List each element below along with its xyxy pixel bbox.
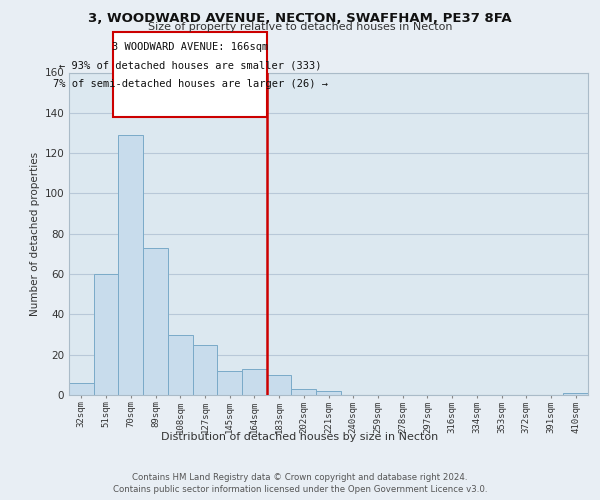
- Bar: [193, 344, 217, 395]
- Y-axis label: Number of detached properties: Number of detached properties: [30, 152, 40, 316]
- Bar: [94, 274, 118, 395]
- Bar: [217, 371, 242, 395]
- Bar: [168, 334, 193, 395]
- Text: Contains HM Land Registry data © Crown copyright and database right 2024.
Contai: Contains HM Land Registry data © Crown c…: [113, 472, 487, 494]
- FancyBboxPatch shape: [113, 32, 267, 117]
- Text: 3 WOODWARD AVENUE: 166sqm: 3 WOODWARD AVENUE: 166sqm: [112, 42, 268, 52]
- Bar: [242, 369, 267, 395]
- Bar: [143, 248, 168, 395]
- Bar: [563, 393, 588, 395]
- Bar: [69, 383, 94, 395]
- Bar: [316, 391, 341, 395]
- Bar: [267, 375, 292, 395]
- Text: 7% of semi-detached houses are larger (26) →: 7% of semi-detached houses are larger (2…: [53, 78, 328, 88]
- Bar: [118, 135, 143, 395]
- Text: Distribution of detached houses by size in Necton: Distribution of detached houses by size …: [161, 432, 439, 442]
- Text: ← 93% of detached houses are smaller (333): ← 93% of detached houses are smaller (33…: [59, 60, 322, 70]
- Text: Size of property relative to detached houses in Necton: Size of property relative to detached ho…: [148, 22, 452, 32]
- Text: 3, WOODWARD AVENUE, NECTON, SWAFFHAM, PE37 8FA: 3, WOODWARD AVENUE, NECTON, SWAFFHAM, PE…: [88, 12, 512, 26]
- Bar: [292, 389, 316, 395]
